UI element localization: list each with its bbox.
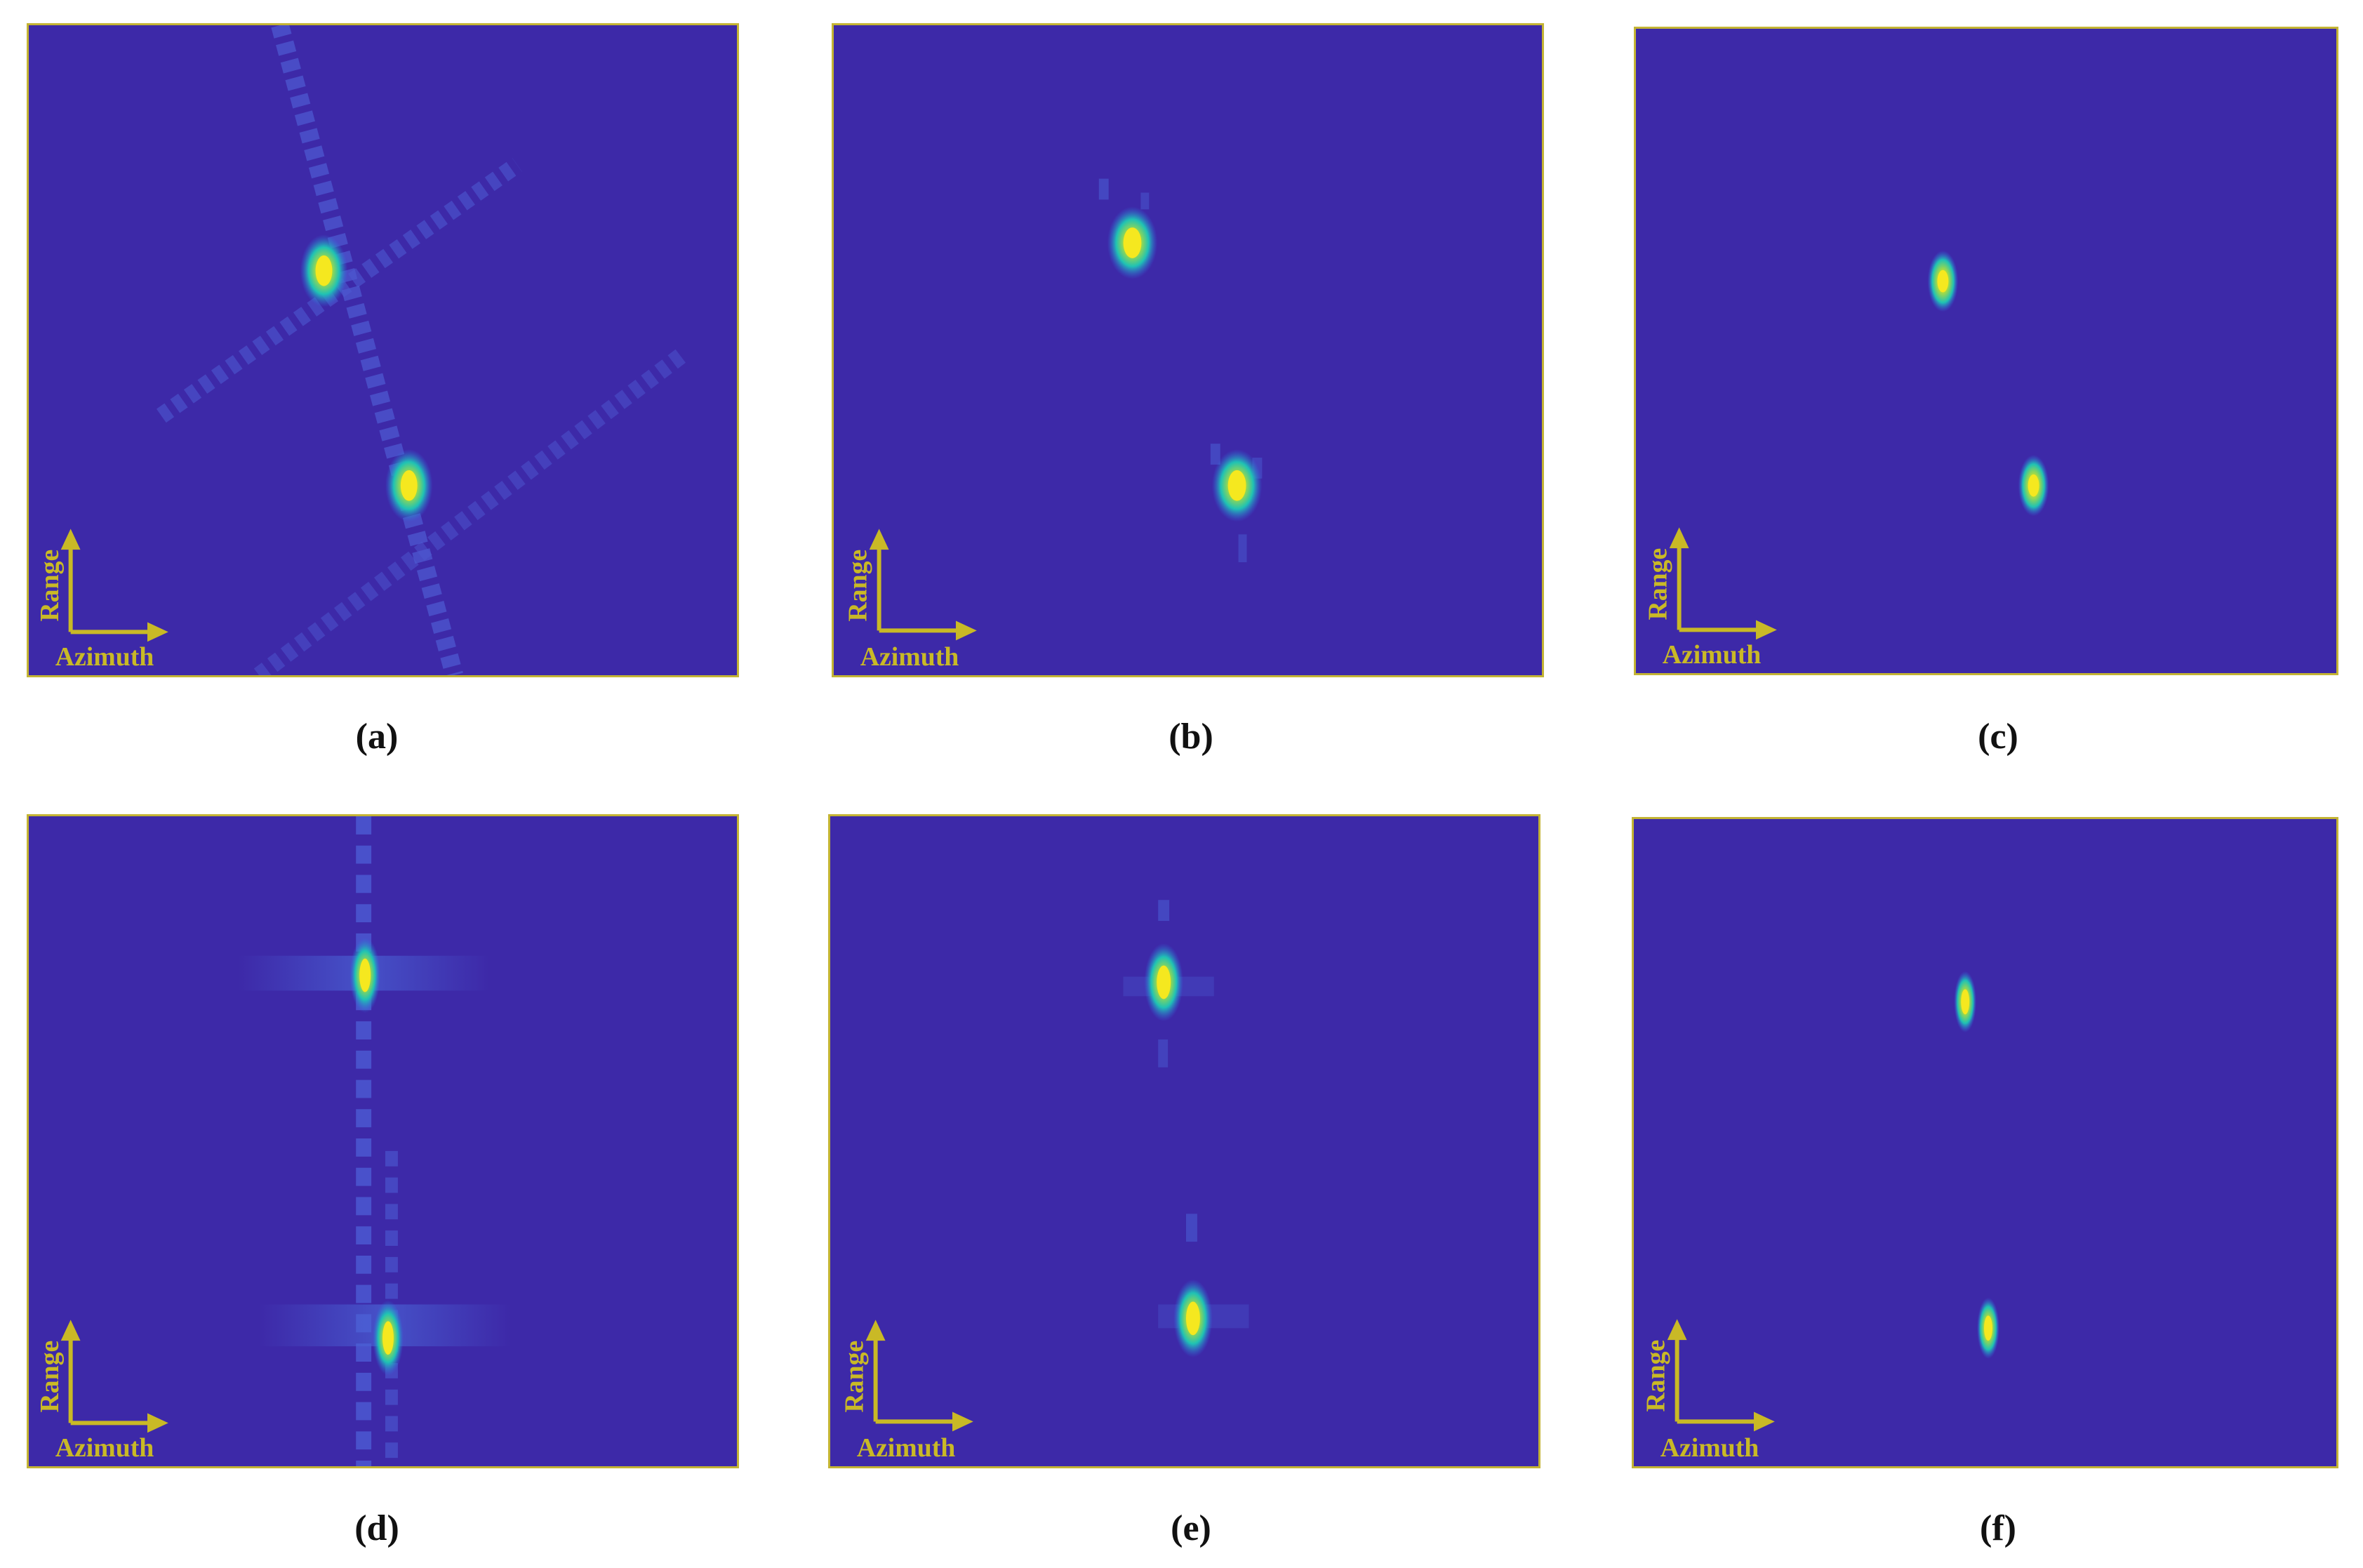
sar-image-d bbox=[29, 816, 737, 1466]
sar-image-a bbox=[29, 25, 737, 675]
image-panel-b: Range Azimuth bbox=[832, 23, 1544, 677]
image-panel-a: Range Azimuth bbox=[27, 23, 739, 677]
sar-image-c bbox=[1636, 29, 2336, 673]
image-panel-d: Range Azimuth bbox=[27, 814, 739, 1468]
caption-f: (f) bbox=[1980, 1508, 2016, 1548]
caption-b: (b) bbox=[1169, 717, 1213, 757]
sar-image-e bbox=[830, 816, 1538, 1466]
caption-e: (e) bbox=[1171, 1508, 1211, 1548]
caption-a: (a) bbox=[355, 717, 399, 757]
sar-image-f bbox=[1634, 819, 2336, 1466]
image-panel-f: Range Azimuth bbox=[1632, 817, 2338, 1468]
sar-image-b bbox=[834, 25, 1542, 675]
image-panel-e: Range Azimuth bbox=[828, 814, 1540, 1468]
caption-d: (d) bbox=[354, 1508, 399, 1548]
image-panel-c: Range Azimuth bbox=[1634, 27, 2338, 675]
caption-c: (c) bbox=[1978, 717, 2018, 757]
